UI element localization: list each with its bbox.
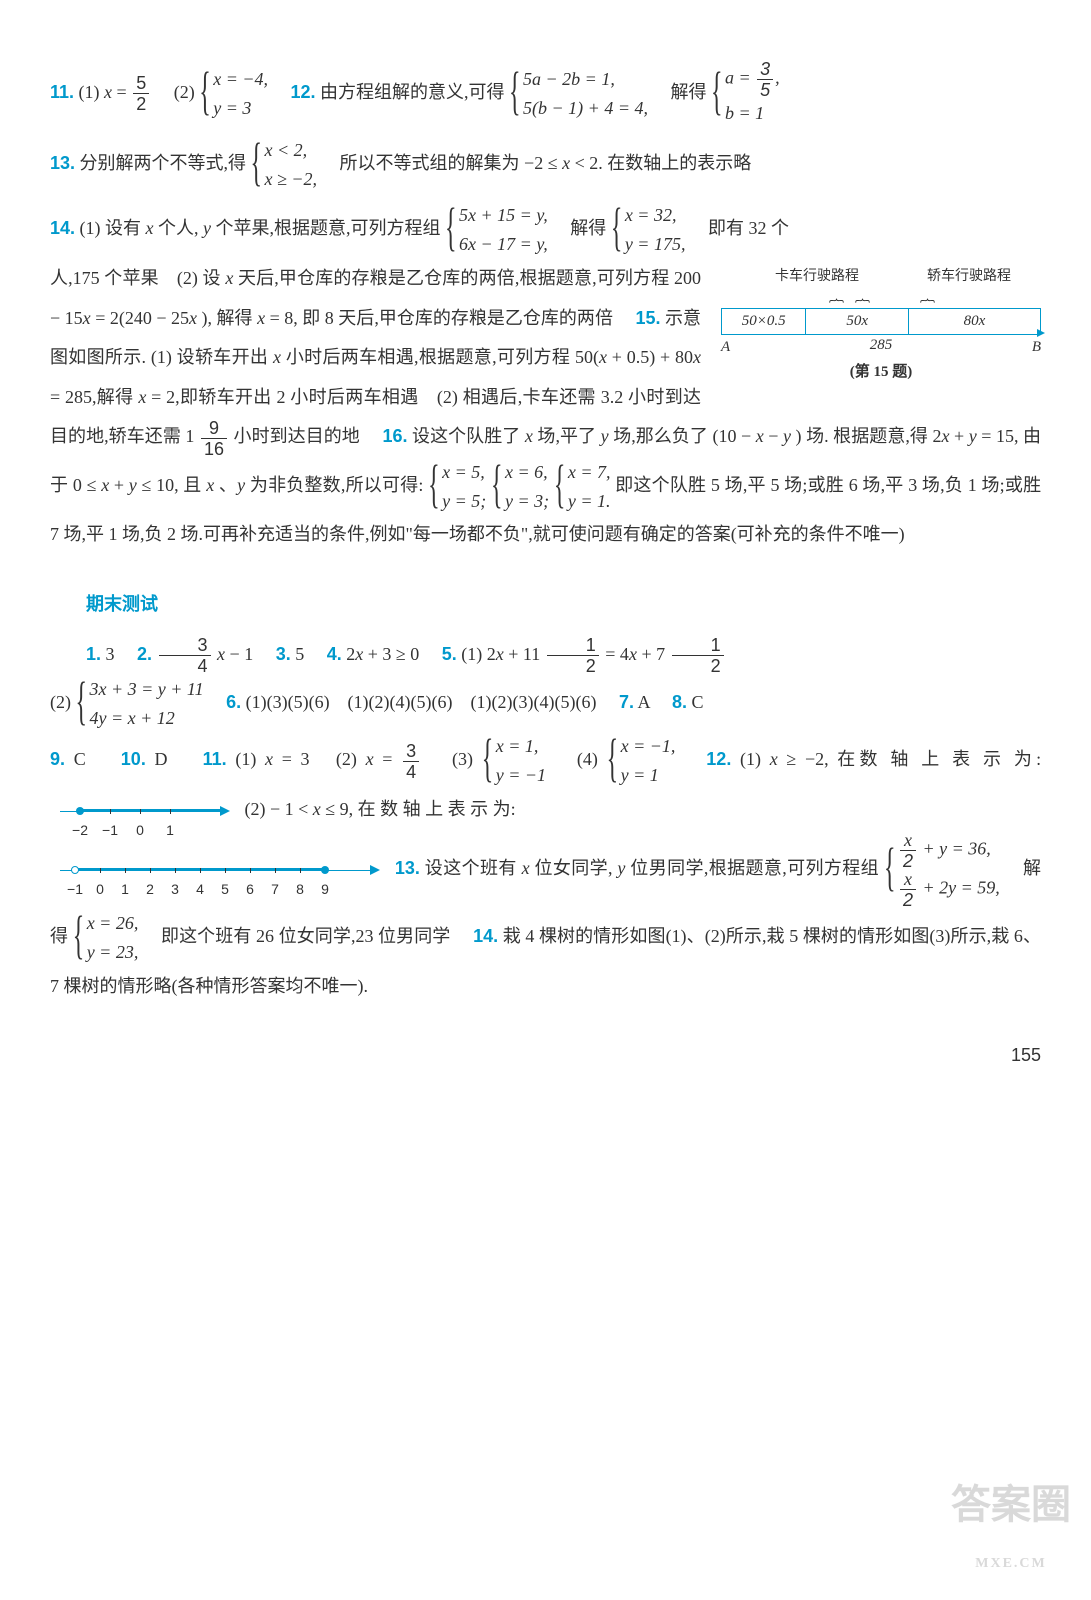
qnum-16: 16.	[382, 426, 407, 446]
qnum-15: 15.	[635, 308, 660, 328]
watermark: 答案圈 MXE.CM	[951, 1461, 1071, 1580]
q12-t1: 由方程组解的意义,可得	[320, 82, 509, 102]
para-q13: 13. 分别解两个不等式,得 x < 2, x ≥ −2, 所以不等式组的解集为…	[50, 136, 1041, 194]
q12-b2: a = 35, b = 1	[711, 60, 780, 128]
q13-x: x	[562, 153, 570, 173]
q13-b1: x2 + y = 36, x2 + 2y = 59,	[884, 831, 1000, 909]
q13-b: x < 2, x ≥ −2,	[251, 136, 318, 194]
para-b2-nl2-q13-14: −10123456789 13. 设这个班有 x 位女同学, y 位男同学,根据…	[50, 831, 1041, 1006]
qnum-13: 13.	[50, 153, 75, 173]
page-number: 155	[50, 1036, 1041, 1076]
q5-b: 3x + 3 = y + 114y = x + 12	[76, 675, 204, 733]
q13-t3: < 2. 在数轴上的表示略	[575, 153, 752, 173]
q16-b2: x = 6,y = 3;	[491, 458, 549, 516]
q11-frac: 52	[133, 74, 149, 113]
numberline-1: −2−101	[60, 791, 230, 831]
q11-x: x	[104, 82, 112, 102]
para-q14a: 14. (1) 设有 x 个人, y 个苹果,根据题意,可列方程组 5x + 1…	[50, 201, 1041, 259]
q14-b2: x = 32, y = 175,	[611, 201, 686, 259]
q13-b2: x = 26,y = 23,	[73, 909, 139, 967]
qnum-14: 14.	[50, 218, 75, 238]
q16-b1: x = 5,y = 5;	[428, 458, 486, 516]
q13-t2: 所以不等式组的解集为 −2 ≤	[322, 153, 563, 173]
qnum-11: 11.	[50, 82, 74, 102]
q12-t2: 解得	[652, 82, 711, 102]
q11-p1-pre: (1)	[79, 82, 105, 102]
q13-t1: 分别解两个不等式,得	[80, 153, 251, 173]
qnum-12: 12.	[291, 82, 316, 102]
numberline-2: −10123456789	[60, 850, 380, 890]
heading-final-test: 期末测试	[86, 585, 1041, 625]
para-q11-q12: 11. (1) x = 52 (2) x = −4, y = 3 12. 由方程…	[50, 60, 1041, 128]
para-b2-q1-5: 1. 3 2. 34 x − 1 3. 5 4. 2x + 3 ≥ 0 5. (…	[50, 635, 1041, 675]
q11-eq: =	[117, 82, 132, 102]
q16-b3: x = 7,y = 1.	[554, 458, 611, 516]
q11-p2-pre: (2)	[156, 82, 200, 102]
q14-b1: 5x + 15 = y, 6x − 17 = y,	[445, 201, 548, 259]
q15-frac: 916	[201, 419, 227, 458]
para-b2-q5b-8: (2) 3x + 3 = y + 114y = x + 12 6. (1)(3)…	[50, 675, 1041, 733]
q12-b1: 5a − 2b = 1, 5(b − 1) + 4 = 4,	[509, 65, 648, 123]
para-q14b-q15-q16: 人,175 个苹果 (2) 设 x 天后,甲仓库的存粮是乙仓库的两倍,根据题意,…	[50, 259, 1041, 555]
